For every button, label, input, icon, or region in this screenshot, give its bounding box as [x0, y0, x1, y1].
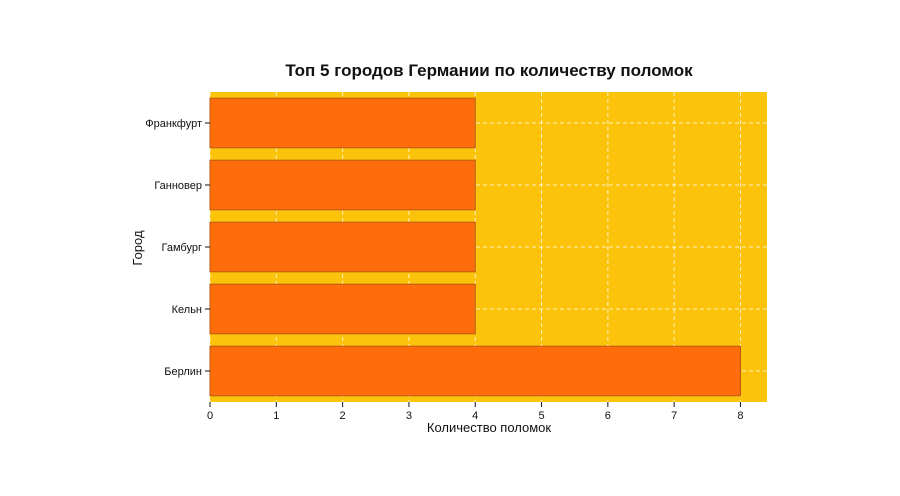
- x-tick-label: 8: [737, 410, 743, 422]
- x-tick-label: 1: [273, 410, 279, 422]
- y-axis-label: Город: [130, 230, 145, 266]
- x-tick-label: 3: [406, 410, 412, 422]
- chart-title: Топ 5 городов Германии по количеству пол…: [285, 61, 693, 80]
- y-tick-label: Кельн: [172, 304, 202, 316]
- x-tick-label: 5: [538, 410, 544, 422]
- x-tick-label: 0: [207, 410, 213, 422]
- y-tick-label: Берлин: [164, 366, 202, 378]
- y-tick-label: Ганновер: [154, 180, 202, 192]
- bar-5: [209, 345, 741, 397]
- bars: [209, 97, 741, 397]
- x-tick-label: 4: [472, 410, 478, 422]
- bar-4: [209, 283, 476, 335]
- bar-2: [209, 159, 476, 211]
- y-tick-label: Гамбург: [162, 242, 202, 254]
- y-axis: Франкфурт Ганновер Гамбург Кельн Берлин: [145, 118, 210, 378]
- x-axis-label: Количество поломок: [427, 420, 552, 435]
- bar-3: [209, 221, 476, 273]
- x-tick-label: 7: [671, 410, 677, 422]
- x-tick-label: 2: [340, 410, 346, 422]
- x-axis: 0 1 2 3 4 5 6 7 8: [207, 402, 744, 422]
- bar-1: [209, 97, 476, 149]
- y-tick-label: Франкфурт: [145, 118, 202, 130]
- x-tick-label: 6: [605, 410, 611, 422]
